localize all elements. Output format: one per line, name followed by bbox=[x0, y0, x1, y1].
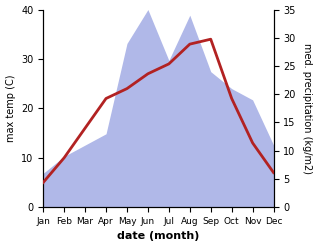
X-axis label: date (month): date (month) bbox=[117, 231, 200, 242]
Y-axis label: max temp (C): max temp (C) bbox=[5, 75, 16, 142]
Y-axis label: med. precipitation (kg/m2): med. precipitation (kg/m2) bbox=[302, 43, 313, 174]
